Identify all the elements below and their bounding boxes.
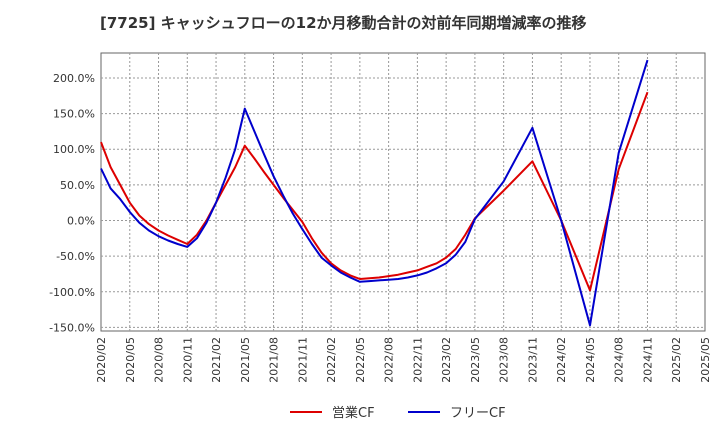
plot-area <box>100 52 706 332</box>
y-tick-label: 50.0% <box>60 179 95 192</box>
x-tick-label: 2021/02 <box>210 337 223 383</box>
x-tick-label: 2020/05 <box>124 337 137 383</box>
x-tick-label: 2025/02 <box>670 337 683 383</box>
x-tick-label: 2020/11 <box>181 337 194 383</box>
x-tick-label: 2023/11 <box>526 337 539 383</box>
x-tick-label: 2022/08 <box>383 337 396 383</box>
y-tick-label: 0.0% <box>67 215 95 228</box>
x-tick-label: 2023/02 <box>440 337 453 383</box>
x-tick-label: 2021/05 <box>239 337 252 383</box>
grid-lines <box>101 53 705 331</box>
x-tick-label: 2022/11 <box>411 337 424 383</box>
legend-label: 営業CF <box>332 405 375 421</box>
y-tick-label: -150.0% <box>49 321 95 334</box>
x-tick-label: 2021/11 <box>296 337 309 383</box>
x-tick-label: 2022/05 <box>354 337 367 383</box>
x-tick-label: 2020/08 <box>153 337 166 383</box>
series-line-free-cf <box>100 59 649 327</box>
x-tick-label: 2023/08 <box>498 337 511 383</box>
legend: 営業CF フリーCF <box>290 405 506 421</box>
x-tick-label: 2024/02 <box>555 337 568 383</box>
y-tick-label: 100.0% <box>53 143 95 156</box>
legend-label: フリーCF <box>450 406 506 421</box>
x-axis-ticks: 2020/02 2020/05 2020/08 2020/11 2021/02 2021/… <box>95 337 712 383</box>
y-tick-label: -50.0% <box>56 250 95 263</box>
x-tick-label: 2024/11 <box>641 337 654 383</box>
x-tick-label: 2021/08 <box>268 337 281 383</box>
y-tick-label: 150.0% <box>53 108 95 121</box>
y-tick-label: 200.0% <box>53 72 95 85</box>
y-tick-label: -100.0% <box>49 286 95 299</box>
series-line-operating-cf <box>100 91 649 292</box>
x-tick-label: 2024/08 <box>613 337 626 383</box>
x-tick-label: 2020/02 <box>95 337 108 383</box>
x-tick-label: 2023/05 <box>469 337 482 383</box>
series-lines <box>100 59 649 327</box>
chart-title: [7725] キャッシュフローの12か月移動合計の対前年同期増減率の推移 <box>100 14 587 32</box>
x-tick-label: 2025/05 <box>699 337 712 383</box>
x-tick-label: 2024/05 <box>584 337 597 383</box>
y-axis-ticks: 200.0% 150.0% 100.0% 50.0% 0.0% -50.0% -100.0%… <box>49 72 95 334</box>
x-tick-label: 2022/02 <box>325 337 338 383</box>
